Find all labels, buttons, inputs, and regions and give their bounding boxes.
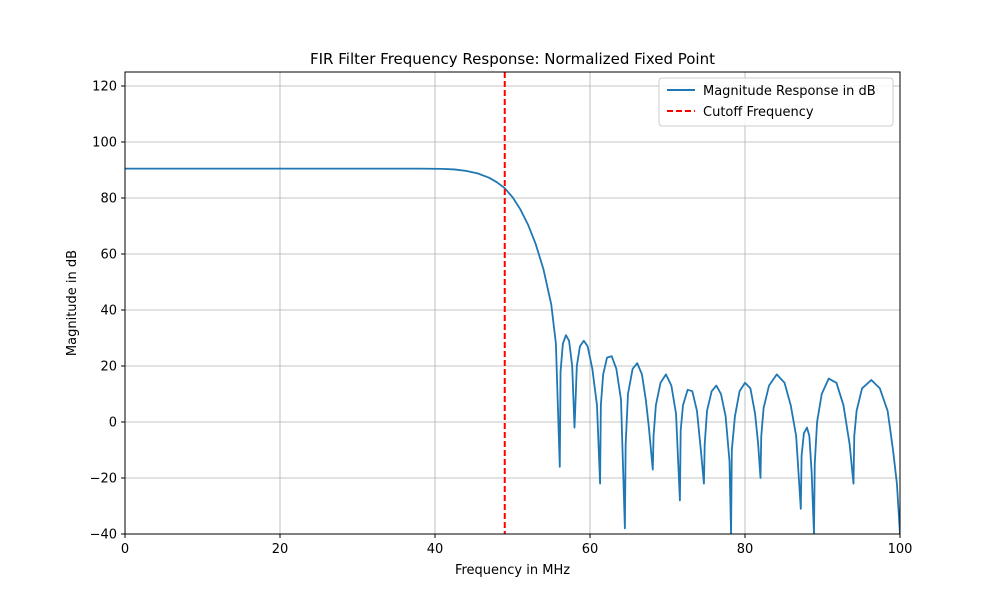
grid-layer: [124, 72, 901, 535]
x-tick-label: 100: [888, 542, 913, 557]
chart-title: FIR Filter Frequency Response: Normalize…: [310, 50, 715, 68]
y-tick-label: 40: [100, 304, 117, 319]
y-tick-label: 100: [92, 136, 117, 151]
x-tick-label: 0: [121, 542, 129, 557]
tick-layer: 0 20 40 60 80 100 −40 −20 0 20 40 60 80 100 120: [90, 80, 913, 558]
y-tick-label: 60: [100, 248, 117, 263]
y-tick-label: 0: [109, 416, 117, 431]
magnitude-response-line: [125, 167, 900, 534]
legend-label-magnitude: Magnitude Response in dB: [703, 84, 876, 99]
y-tick-label: 20: [100, 360, 117, 375]
plot-frame: [124, 71, 901, 535]
legend: Magnitude Response in dB Cutoff Frequenc…: [658, 77, 894, 127]
series-layer: [125, 72, 900, 534]
x-tick-label: 20: [272, 542, 289, 557]
x-tick-label: 60: [582, 542, 599, 557]
x-axis-label: Frequency in MHz: [455, 563, 570, 578]
legend-box: [658, 77, 894, 127]
y-tick-label: 120: [92, 80, 117, 95]
x-tick-label: 40: [427, 542, 444, 557]
y-axis-label: Magnitude in dB: [65, 250, 80, 356]
legend-label-cutoff: Cutoff Frequency: [703, 105, 814, 120]
y-tick-label: −20: [90, 472, 117, 487]
y-tick-label: 80: [100, 192, 117, 207]
y-tick-label: −40: [90, 528, 117, 543]
x-tick-label: 80: [737, 542, 754, 557]
